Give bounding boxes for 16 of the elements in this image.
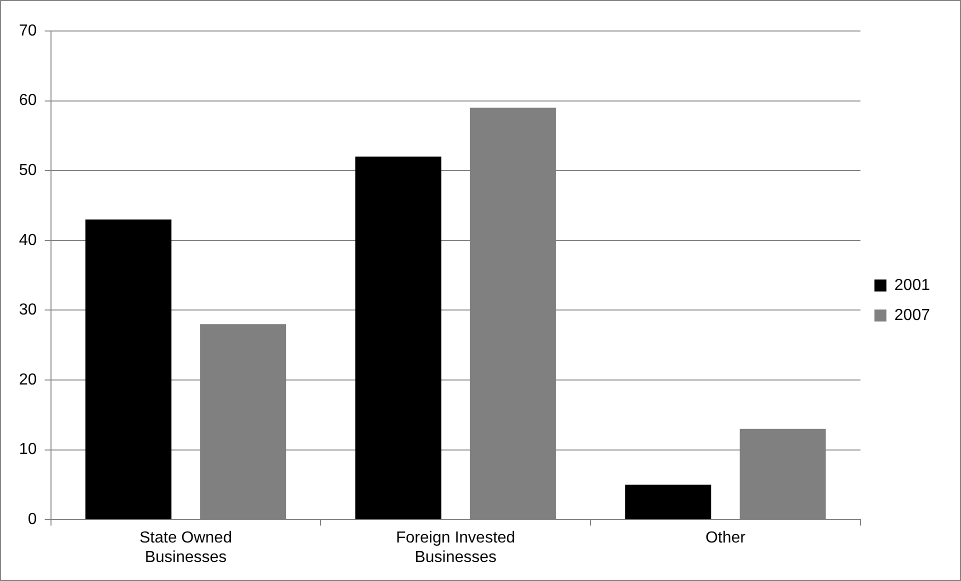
bar — [355, 156, 442, 520]
bar — [625, 484, 712, 520]
legend-label: 2001 — [894, 276, 930, 294]
y-tick-label: 30 — [19, 302, 37, 319]
y-tick-label: 70 — [19, 22, 37, 40]
x-tick-label: State Owned Businesses — [139, 530, 232, 566]
x-tick-label: Other — [705, 530, 746, 547]
bar — [85, 219, 172, 520]
y-tick-label: 10 — [19, 441, 37, 458]
legend-label: 2007 — [894, 306, 930, 324]
y-tick-label: 60 — [19, 92, 37, 110]
y-tick-label: 50 — [19, 162, 37, 180]
y-tick-label: 20 — [19, 371, 37, 388]
y-tick-label: 0 — [28, 511, 37, 528]
y-tick-label: 40 — [19, 232, 37, 249]
x-tick-label: Foreign Invested Businesses — [396, 530, 516, 566]
